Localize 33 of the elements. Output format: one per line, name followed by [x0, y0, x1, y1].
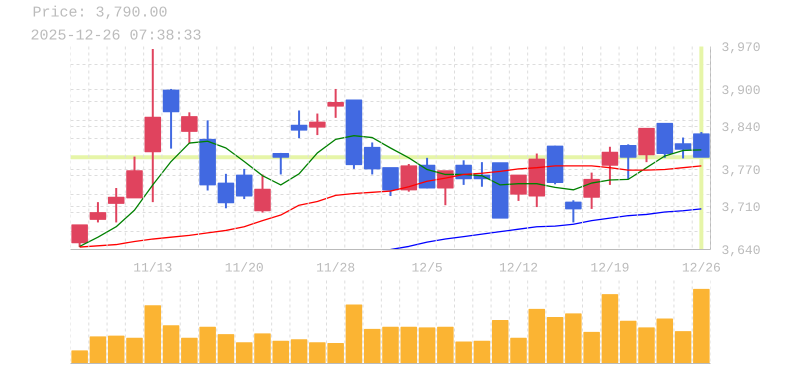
x-tick-label: 11/28	[316, 260, 356, 276]
candlestick	[602, 146, 618, 186]
candlestick	[327, 88, 344, 119]
line-series	[78, 135, 702, 248]
candlestick	[90, 201, 106, 224]
x-tick-label: 12/26	[682, 260, 721, 276]
x-tick-label: 11/20	[224, 260, 264, 276]
y-tick-label: 3,770	[722, 163, 761, 178]
x-tick-label: 12/19	[590, 260, 630, 276]
y-tick-label: 3,900	[722, 83, 761, 98]
y-tick-label: 3,640	[722, 243, 761, 258]
candlestick	[162, 88, 180, 150]
y-tick-label: 3,710	[722, 200, 761, 215]
line-series	[78, 165, 702, 248]
candlestick	[71, 224, 88, 248]
x-tick-label: 12/12	[498, 260, 538, 276]
candlestick	[400, 162, 418, 193]
candlestick	[583, 172, 600, 210]
candlestick	[565, 199, 582, 224]
candlestick	[181, 111, 198, 145]
y-tick-label: 3,970	[722, 40, 761, 55]
candlestick	[254, 173, 271, 214]
chart-subtitle: 2025-12-26 07:38:33	[30, 28, 202, 44]
chart-title: Price: 3,790.00	[32, 4, 168, 22]
candlestick	[309, 112, 326, 136]
y-tick-label: 3,840	[722, 120, 761, 135]
x-tick-label: 12/5	[411, 260, 443, 276]
candlestick	[620, 143, 636, 180]
x-tick-label: 11/13	[133, 260, 172, 276]
candlestick	[272, 152, 290, 176]
candlestick	[290, 109, 308, 140]
line-series	[390, 208, 702, 250]
candlestick	[236, 168, 252, 200]
